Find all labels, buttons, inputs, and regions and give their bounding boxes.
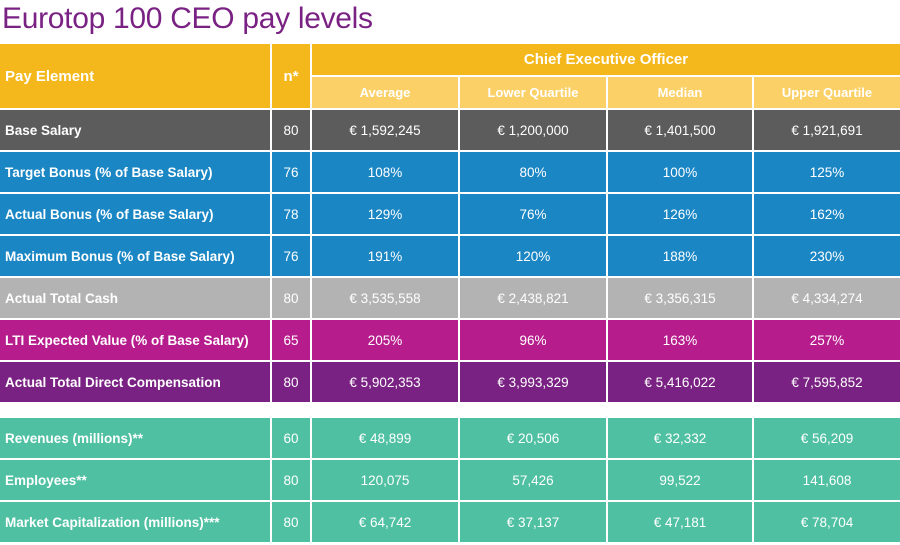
row-n: 80: [272, 278, 310, 318]
row-label: Base Salary: [0, 110, 270, 150]
cell-lower-quartile: 80%: [460, 152, 606, 192]
header-columns-row: Average Lower Quartile Median Upper Quar…: [0, 77, 900, 108]
cell-lower-quartile: € 37,137: [460, 502, 606, 542]
row-n: 78: [272, 194, 310, 234]
cell-lower-quartile: € 2,438,821: [460, 278, 606, 318]
table-row: LTI Expected Value (% of Base Salary) 65 2…: [0, 320, 900, 360]
row-n: 76: [272, 152, 310, 192]
cell-upper-quartile: 125%: [754, 152, 900, 192]
cell-average: 120,075: [312, 460, 458, 500]
row-label: Actual Total Cash: [0, 278, 270, 318]
cell-upper-quartile: € 78,704: [754, 502, 900, 542]
cell-lower-quartile: 76%: [460, 194, 606, 234]
cell-average: 108%: [312, 152, 458, 192]
cell-lower-quartile: € 3,993,329: [460, 362, 606, 402]
header-lower-quartile: Lower Quartile: [460, 77, 606, 108]
table-header: Pay Element n*: [0, 44, 900, 108]
cell-median: 100%: [608, 152, 752, 192]
row-n: 80: [272, 460, 310, 500]
cell-upper-quartile: 141,608: [754, 460, 900, 500]
cell-upper-quartile: € 56,209: [754, 418, 900, 458]
cell-upper-quartile: € 4,334,274: [754, 278, 900, 318]
header-group-row: Chief Executive Officer: [0, 44, 900, 75]
table-row: Revenues (millions)** 60 € 48,899 € 20,506 €…: [0, 418, 900, 458]
page-title: Eurotop 100 CEO pay levels: [2, 2, 373, 35]
header-pay-element: Pay Element: [0, 44, 270, 108]
header-n: n*: [272, 44, 310, 108]
cell-median: 163%: [608, 320, 752, 360]
row-label: Revenues (millions)**: [0, 418, 270, 458]
header-median: Median: [608, 77, 752, 108]
cell-lower-quartile: 120%: [460, 236, 606, 276]
row-n: 80: [272, 502, 310, 542]
cell-median: € 3,356,315: [608, 278, 752, 318]
row-n: 80: [272, 110, 310, 150]
cell-lower-quartile: 96%: [460, 320, 606, 360]
table-row: Actual Bonus (% of Base Salary) 78 129% 76%…: [0, 194, 900, 234]
row-label: Employees**: [0, 460, 270, 500]
row-n: 76: [272, 236, 310, 276]
cell-upper-quartile: € 1,921,691: [754, 110, 900, 150]
cell-upper-quartile: € 7,595,852: [754, 362, 900, 402]
cell-upper-quartile: 257%: [754, 320, 900, 360]
table-row: Maximum Bonus (% of Base Salary) 76 191% 12…: [0, 236, 900, 276]
cell-lower-quartile: € 20,506: [460, 418, 606, 458]
header-average: Average: [312, 77, 458, 108]
cell-average: € 1,592,245: [312, 110, 458, 150]
header-upper-quartile: Upper Quartile: [754, 77, 900, 108]
header-ceo-group: Chief Executive Officer: [312, 44, 900, 75]
row-label: Maximum Bonus (% of Base Salary): [0, 236, 270, 276]
row-label: Actual Total Direct Compensation: [0, 362, 270, 402]
cell-average: 205%: [312, 320, 458, 360]
table-row: Employees** 80 120,075 57,426 99,522 141,608: [0, 460, 900, 500]
row-label: Actual Bonus (% of Base Salary): [0, 194, 270, 234]
cell-average: 191%: [312, 236, 458, 276]
cell-average: € 64,742: [312, 502, 458, 542]
cell-median: 99,522: [608, 460, 752, 500]
cell-median: € 1,401,500: [608, 110, 752, 150]
cell-upper-quartile: 162%: [754, 194, 900, 234]
row-label: Market Capitalization (millions)***: [0, 502, 270, 542]
cell-average: € 48,899: [312, 418, 458, 458]
cell-average: € 3,535,558: [312, 278, 458, 318]
cell-median: 188%: [608, 236, 752, 276]
cell-average: 129%: [312, 194, 458, 234]
cell-average: € 5,902,353: [312, 362, 458, 402]
row-label: Target Bonus (% of Base Salary): [0, 152, 270, 192]
cell-upper-quartile: 230%: [754, 236, 900, 276]
cell-median: 126%: [608, 194, 752, 234]
table-row: Actual Total Cash 80 € 3,535,558 € 2,438,82…: [0, 278, 900, 318]
row-n: 65: [272, 320, 310, 360]
row-n: 60: [272, 418, 310, 458]
table-row: Actual Total Direct Compensation 80 € 5,90…: [0, 362, 900, 402]
row-n: 80: [272, 362, 310, 402]
cell-lower-quartile: € 1,200,000: [460, 110, 606, 150]
table-row: Market Capitalization (millions)*** 80 € 6…: [0, 502, 900, 542]
cell-median: € 32,332: [608, 418, 752, 458]
table-row: Target Bonus (% of Base Salary) 76 108% 80%…: [0, 152, 900, 192]
cell-median: € 5,416,022: [608, 362, 752, 402]
table-row: Base Salary 80 € 1,592,245 € 1,200,000 € 1,4…: [0, 110, 900, 150]
row-label: LTI Expected Value (% of Base Salary): [0, 320, 270, 360]
cell-lower-quartile: 57,426: [460, 460, 606, 500]
cell-median: € 47,181: [608, 502, 752, 542]
